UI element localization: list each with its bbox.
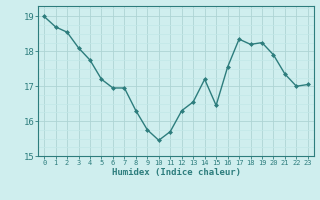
X-axis label: Humidex (Indice chaleur): Humidex (Indice chaleur): [111, 168, 241, 177]
